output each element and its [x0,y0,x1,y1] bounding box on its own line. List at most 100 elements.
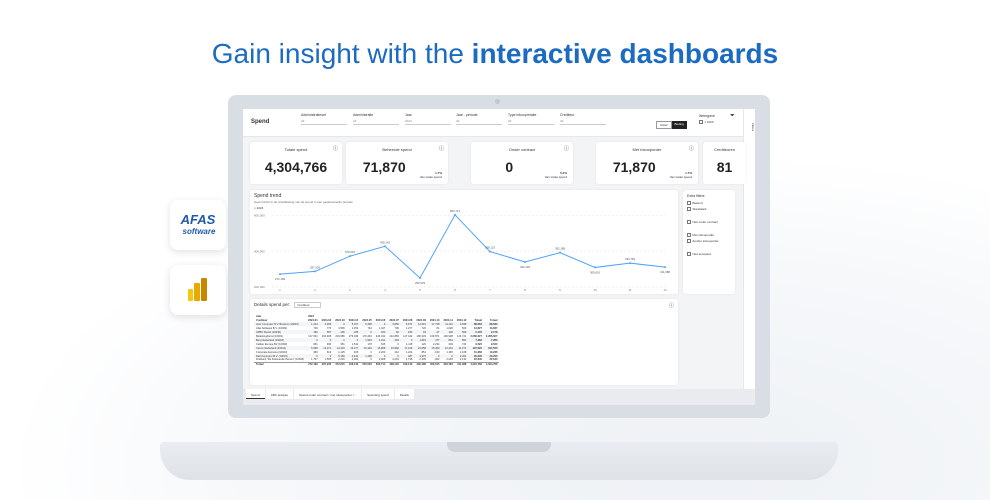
data-point[interactable] [524,260,526,263]
checkbox[interactable] [699,120,703,124]
total-cell: 272,199 [308,362,318,366]
extra-filter-option[interactable]: Met inkooporder [687,233,731,237]
data-point[interactable] [349,255,351,258]
weergave[interactable]: Weergave x 1000 [699,114,715,126]
table-cell: 5,098 [311,346,318,350]
y-tick-label: 600,000 [254,214,265,218]
column-header: 2024-02 [321,318,332,322]
table-cell: 4,444 [351,354,359,358]
filter-value[interactable]: All [560,119,606,125]
info-icon[interactable]: ⓘ [438,146,444,152]
checkbox[interactable] [687,201,691,205]
tab[interactable]: ABC analyse [265,389,294,399]
data-label: 372,615 [345,250,356,254]
filter-jaar-periode[interactable]: Jaar - periode All [456,113,502,125]
data-point[interactable] [279,273,281,276]
table-row[interactable]: Canon Nederland (10014) 5,098 13,271 14,323… [254,346,500,350]
toggle-beding[interactable]: Beding [671,121,687,129]
toggle-actief[interactable]: Actief [656,121,672,129]
filter-value[interactable]: All [508,119,554,125]
kpi-card: Totale spend ⓘ 4,304,766 [250,142,342,184]
data-point[interactable] [489,250,491,253]
table-row[interactable]: Belastingdienst (10001) 127,961 164,495 229… [254,334,500,338]
clear-filter-icon[interactable]: ⏷ [730,113,735,119]
data-point[interactable] [454,213,456,216]
filter-label: Type inkooprelatie [508,113,537,117]
table-cell: 183 [408,330,413,334]
data-point[interactable] [664,266,666,269]
x-tick-label: 3 [349,288,351,292]
extra-filter-option[interactable]: Standaard [687,207,731,211]
data-point[interactable] [419,276,421,279]
checkbox[interactable] [687,207,691,211]
data-point[interactable] [384,245,386,248]
details-header: Details spend per: Crediteur [254,302,321,308]
x-tick-label: 9 [559,288,561,292]
table-cell: 2,928 [378,358,386,362]
view-toggle[interactable]: Actief Beding [656,121,687,129]
column-header: 2024-06 [375,318,386,322]
data-point[interactable] [314,270,316,273]
table-row[interactable]: Acer Computer B.V. Benelux (10034) 1,314 3… [254,322,500,326]
data-point[interactable] [594,266,596,269]
table-row[interactable]: APBO Dienst (10040) 196 557 -196 185 0 183 84 18… [254,330,500,334]
data-point[interactable] [629,262,631,265]
extra-filter-option[interactable]: Niet onder contract [687,220,731,224]
checkbox[interactable] [687,220,691,224]
table-row[interactable]: Dell Computer B.V. (10016) 0 0 5,166 4,444 1,… [254,354,500,358]
filter-type-inkooprelatie[interactable]: Type inkooprelatie All [508,113,554,125]
tab[interactable]: Spend onder contract / met inkooporder /… [294,389,362,399]
filters-pane[interactable]: Filters [743,109,755,405]
checkbox[interactable] [687,239,691,243]
kpi-percentage: 1.7% Van totale spend [670,171,692,179]
table-row[interactable]: Afas Software B.V. (10002) 749 776 3,596 1,2… [254,326,500,330]
info-icon[interactable]: ⓘ [668,303,674,309]
filter-value[interactable]: All [456,119,502,125]
extra-filter-option[interactable]: Zonder inkooporder [687,239,731,243]
filter-crediteur[interactable]: Crediteur All [560,113,606,125]
filter-administratie[interactable]: Administratie All [353,113,399,125]
extra-filter-option[interactable]: Bekend [687,201,731,205]
table-cell: 1,819 [419,338,426,342]
chart-legend: ● 2024 [254,206,264,210]
page-tabs: Spend ABC analyse Spend onder contract / m… [243,389,755,405]
data-point[interactable] [559,251,561,254]
table-header: Crediteur 2024-01 2024-02 2024-03 2024-04 202… [254,318,499,322]
extra-filters-title: Extra filters [687,194,705,198]
table-row[interactable]: Berg Nederland (10018) 0 0 0 0 1,545 1,191 493 0… [254,338,500,342]
filter-administratieset[interactable]: Administratieset All [301,113,347,125]
dashboard: Spend Administratieset All Administratie A… [243,109,755,405]
table-row[interactable]: Caliber Europe BV (10093) 951 330 351 1,542 1… [254,342,500,346]
table-cell: 196 [313,330,318,334]
afas-logo: AFAS software [170,200,226,250]
info-icon[interactable]: ⓘ [688,146,694,152]
table-cell: 1,028 [446,326,453,330]
table-cell: 0 [451,354,453,358]
kpi-value: 81 [716,159,733,175]
table-cell: 0 [356,338,359,342]
filter-jaar[interactable]: Jaar 2024 [405,113,451,125]
table-cell: 22,640 [473,358,482,362]
info-icon[interactable]: ⓘ [563,146,569,152]
total-cell: 428,142 [348,362,359,366]
checkbox[interactable] [687,252,691,256]
table-cell: 1,252 [351,326,359,330]
tab[interactable]: Spend [246,389,265,399]
table-cell: 11,116 [445,322,453,326]
table-cell: -362 [434,358,440,362]
details-select[interactable]: Crediteur [294,302,321,308]
table-row[interactable]: Drukkerij "De Drasuende Persen" (10026) 1… [254,358,500,362]
checkbox[interactable] [687,233,691,237]
info-icon[interactable]: ⓘ [332,146,338,152]
tab[interactable]: Spending spend [362,389,394,399]
table-cell: 170,449 [362,334,372,338]
table-cell: 493 [394,338,399,342]
table-row[interactable]: Corporate Express (10023) 380 619 1,125 406 0… [254,350,500,354]
filter-value[interactable]: 2024 [405,119,451,125]
filter-value[interactable]: All [353,119,399,125]
x-tick-label: 2 [314,288,316,292]
extra-filter-option[interactable]: Niet accepted [687,252,731,256]
tab[interactable]: Details [394,389,414,399]
table-cell: 726 [421,326,426,330]
filter-value[interactable]: All [301,119,347,125]
